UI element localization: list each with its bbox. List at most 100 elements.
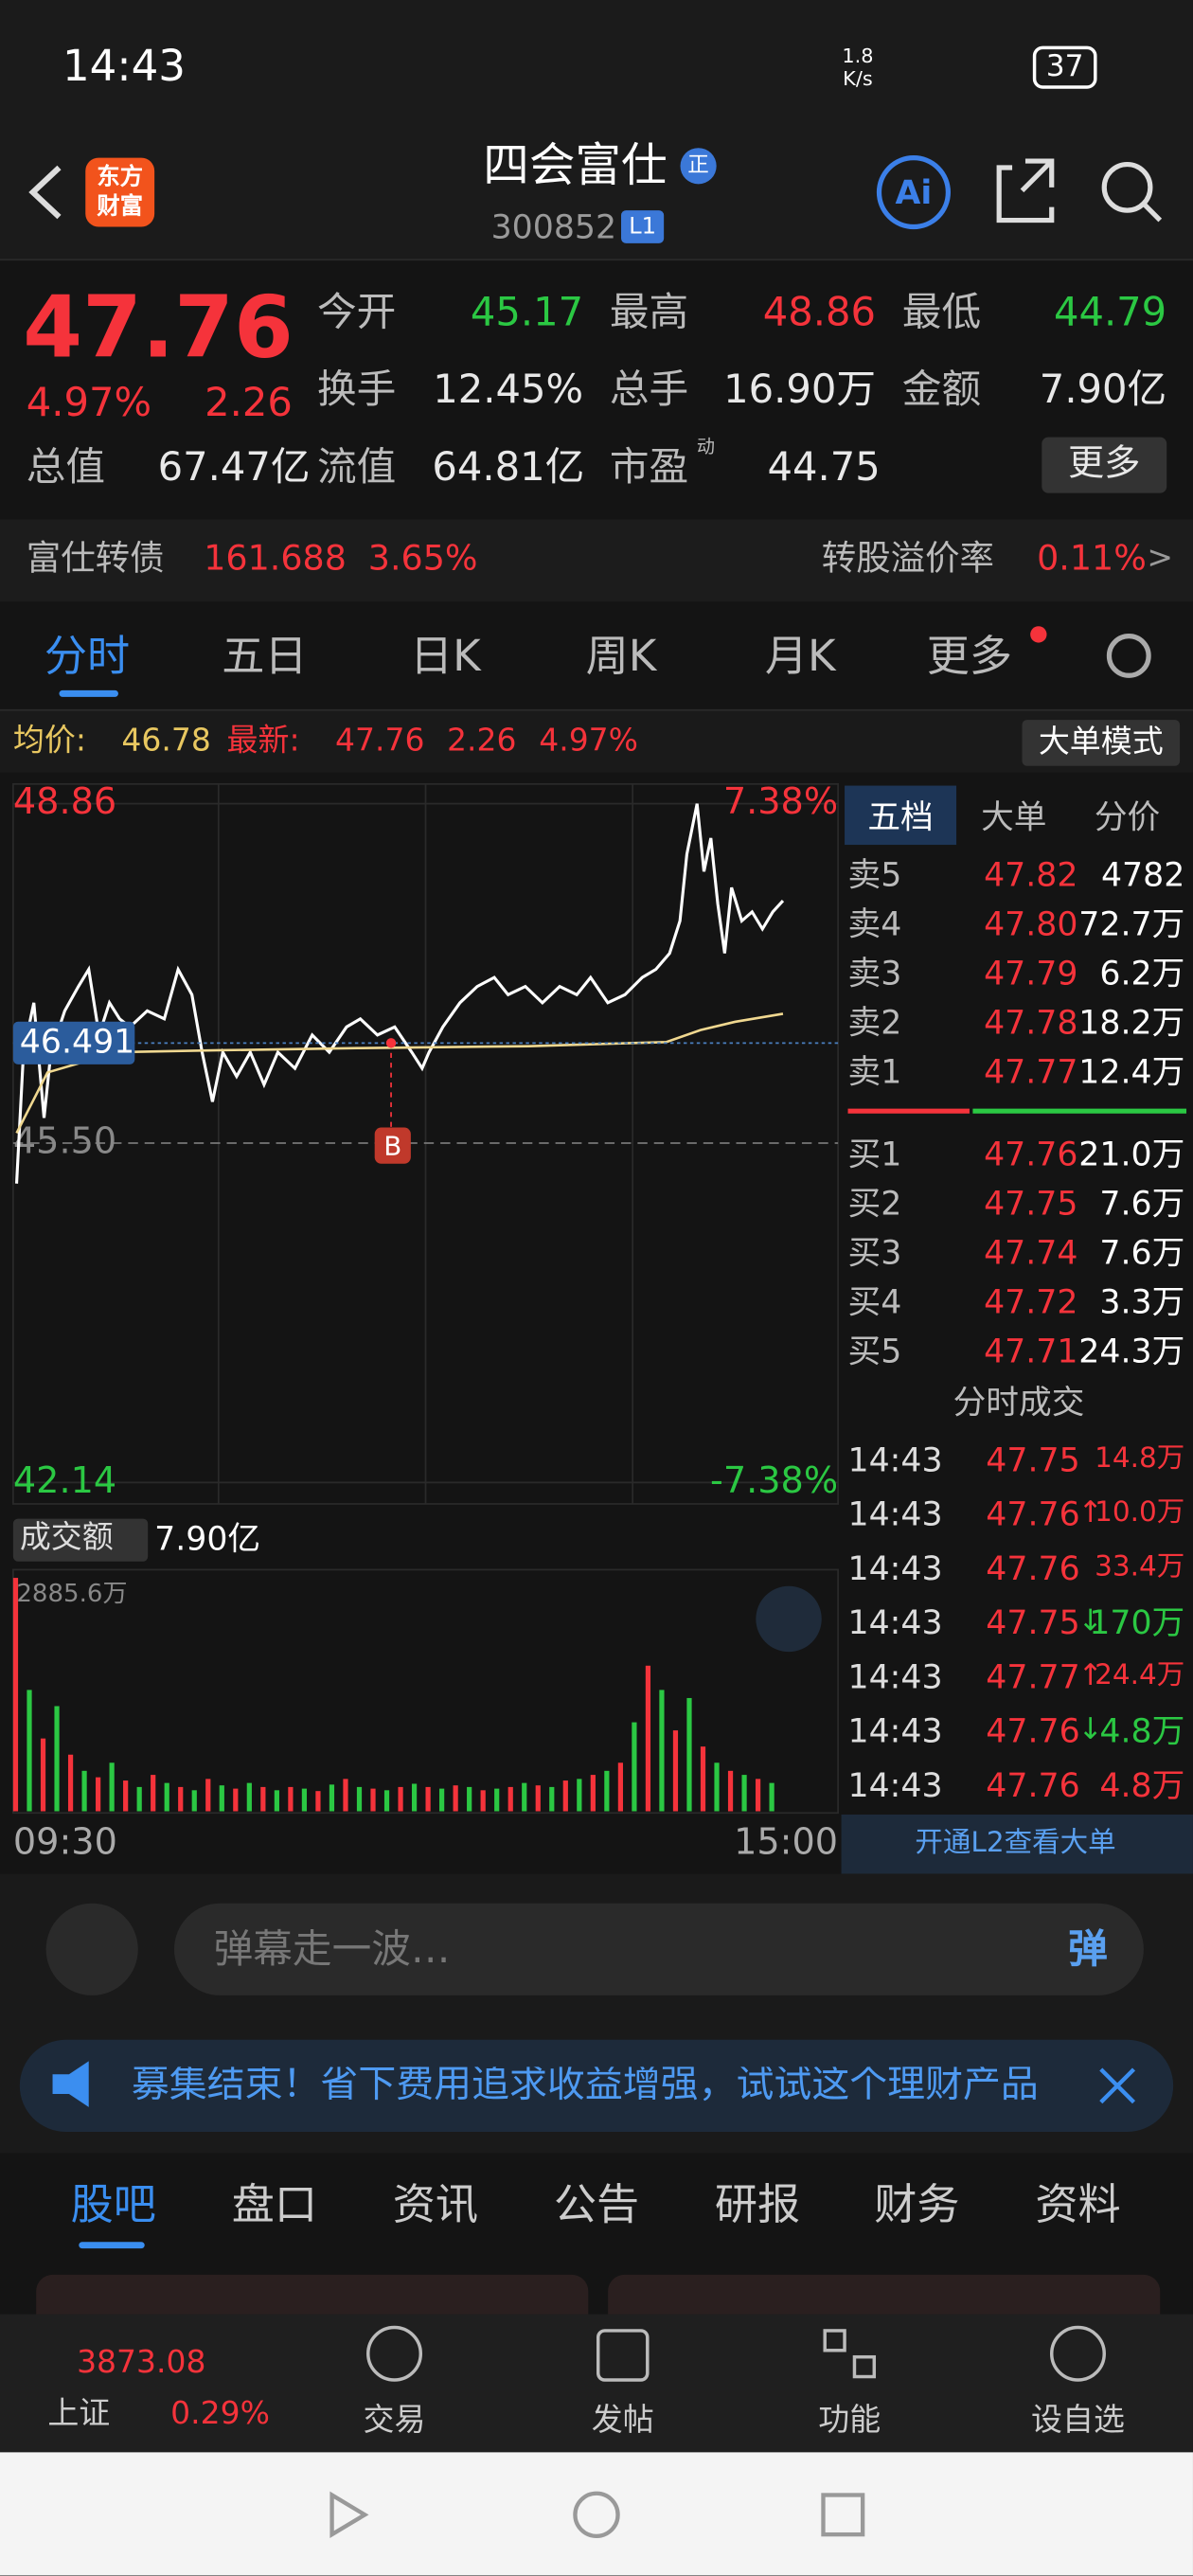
- red-dot: [1030, 626, 1047, 643]
- volume-bar: [136, 1786, 142, 1812]
- bond-price: 161.688: [204, 538, 347, 579]
- book-tab[interactable]: 大单: [981, 796, 1047, 837]
- book-volume: 7.6万: [1099, 1183, 1185, 1224]
- volume-label: 成交额: [19, 1519, 114, 1556]
- volume-bar: [617, 1762, 623, 1812]
- volume-bar: [659, 1690, 665, 1812]
- nav-item[interactable]: 功能: [818, 2402, 881, 2439]
- info-last: 47.76: [335, 722, 425, 759]
- mode-text[interactable]: 大单模式: [1038, 724, 1164, 760]
- bond-row[interactable]: [0, 519, 1193, 602]
- field-value: 64.81亿: [432, 443, 585, 491]
- volume-bar: [755, 1779, 761, 1812]
- trade-time: 14:43: [847, 1602, 943, 1642]
- book-label: 卖3: [847, 953, 902, 993]
- premium-label: 转股溢价率: [821, 538, 994, 579]
- trade-arrow: ↑: [1077, 1495, 1103, 1530]
- book-volume: 4782: [1100, 854, 1185, 895]
- tab[interactable]: 更多: [926, 633, 1013, 683]
- tab[interactable]: 日K: [409, 633, 481, 683]
- book-price: 47.72: [984, 1281, 1078, 1322]
- volume-bar: [562, 1780, 568, 1812]
- book-volume: 7.6万: [1099, 1232, 1185, 1273]
- comment-input[interactable]: [173, 1903, 1144, 1995]
- field-label: 金额: [901, 367, 982, 413]
- volume-bar: [590, 1775, 596, 1812]
- nav-item[interactable]: 设自选: [1031, 2402, 1125, 2439]
- book-tab[interactable]: 五档: [867, 796, 934, 837]
- ai-text[interactable]: Ai: [895, 172, 933, 212]
- l2-link[interactable]: 开通L2查看大单: [915, 1827, 1116, 1860]
- tab-underline: [59, 689, 118, 697]
- marker-dot: [385, 1038, 397, 1048]
- book-label: 买5: [847, 1331, 902, 1371]
- volume-bar: [604, 1770, 610, 1812]
- field-value: 45.17: [470, 289, 584, 336]
- battery: 37: [1032, 45, 1097, 89]
- section-tab[interactable]: 资讯: [392, 2181, 479, 2231]
- crosshair-label-bg: [12, 1021, 135, 1064]
- section-tab[interactable]: 盘口: [231, 2181, 317, 2231]
- book-tab[interactable]: 分价: [1094, 796, 1161, 837]
- book-volume: 72.7万: [1078, 903, 1185, 944]
- danmu-toggle[interactable]: [45, 1903, 138, 1995]
- book-price: 47.78: [984, 1002, 1078, 1043]
- section-tab[interactable]: 股吧: [70, 2181, 156, 2231]
- l2-bar[interactable]: [841, 1814, 1193, 1874]
- section-tab[interactable]: 公告: [553, 2181, 640, 2231]
- volume-bar: [672, 1730, 679, 1812]
- book-price: 47.79: [984, 953, 1078, 993]
- book-price: 47.74: [984, 1232, 1078, 1273]
- volume-bar: [632, 1722, 637, 1812]
- volume-bar: [288, 1786, 294, 1812]
- info-change: 2.26: [447, 722, 517, 759]
- volume-selector[interactable]: [12, 1518, 149, 1562]
- volume-bar: [123, 1780, 129, 1812]
- trade-volume: 170万: [1089, 1602, 1185, 1642]
- volume-bar: [769, 1782, 775, 1812]
- trade-time: 14:43: [847, 1494, 943, 1534]
- volume-bar: [315, 1791, 321, 1812]
- tab[interactable]: 分时: [44, 633, 131, 683]
- info-pct: 4.97%: [539, 722, 638, 759]
- nav-item[interactable]: 交易: [363, 2402, 426, 2439]
- book-tab-active[interactable]: [845, 785, 957, 846]
- premium-value: 0.11%: [1037, 538, 1147, 579]
- tab[interactable]: 五日: [222, 633, 308, 683]
- more-button[interactable]: [1042, 437, 1167, 493]
- book-label: 卖4: [847, 903, 902, 944]
- expand-icon[interactable]: [756, 1585, 822, 1653]
- logo-text: 东方: [97, 164, 143, 191]
- plot-frame: [12, 782, 839, 1505]
- price-line: [14, 803, 785, 1184]
- volume-bar: [178, 1786, 184, 1812]
- tab[interactable]: 月K: [764, 633, 836, 683]
- pct-label: -7.38%: [710, 1460, 838, 1502]
- field-label: 最低: [901, 289, 982, 336]
- banner[interactable]: [19, 2039, 1174, 2132]
- bond-name: 富仕转债: [26, 538, 165, 579]
- section-tab[interactable]: 财务: [874, 2181, 960, 2231]
- tab[interactable]: 周K: [585, 633, 657, 683]
- trade-price: 47.75: [986, 1440, 1080, 1479]
- volume-bar: [54, 1706, 60, 1812]
- section-tab[interactable]: 研报: [714, 2181, 801, 2231]
- level-text: L1: [629, 213, 657, 241]
- index-value: 3873.08: [77, 2344, 206, 2381]
- volume-bar: [151, 1775, 156, 1812]
- mode-button[interactable]: [1022, 720, 1181, 766]
- volume-bar: [164, 1782, 169, 1812]
- volume-bar: [686, 1697, 692, 1812]
- danmu-button[interactable]: 弹: [1068, 1926, 1108, 1973]
- volume-bar: [494, 1788, 500, 1812]
- volume-bar: [27, 1690, 32, 1812]
- section-tab[interactable]: 资料: [1035, 2181, 1121, 2231]
- book-label: 买1: [847, 1134, 902, 1174]
- nav-item[interactable]: 发帖: [591, 2402, 654, 2439]
- field-sup: 动: [696, 436, 715, 458]
- info-bar: [0, 709, 1193, 773]
- more-button-text[interactable]: 更多: [1068, 443, 1141, 485]
- price-change: 2.26: [205, 379, 293, 426]
- settings-icon[interactable]: [1106, 634, 1151, 678]
- volume-bar: [480, 1790, 486, 1812]
